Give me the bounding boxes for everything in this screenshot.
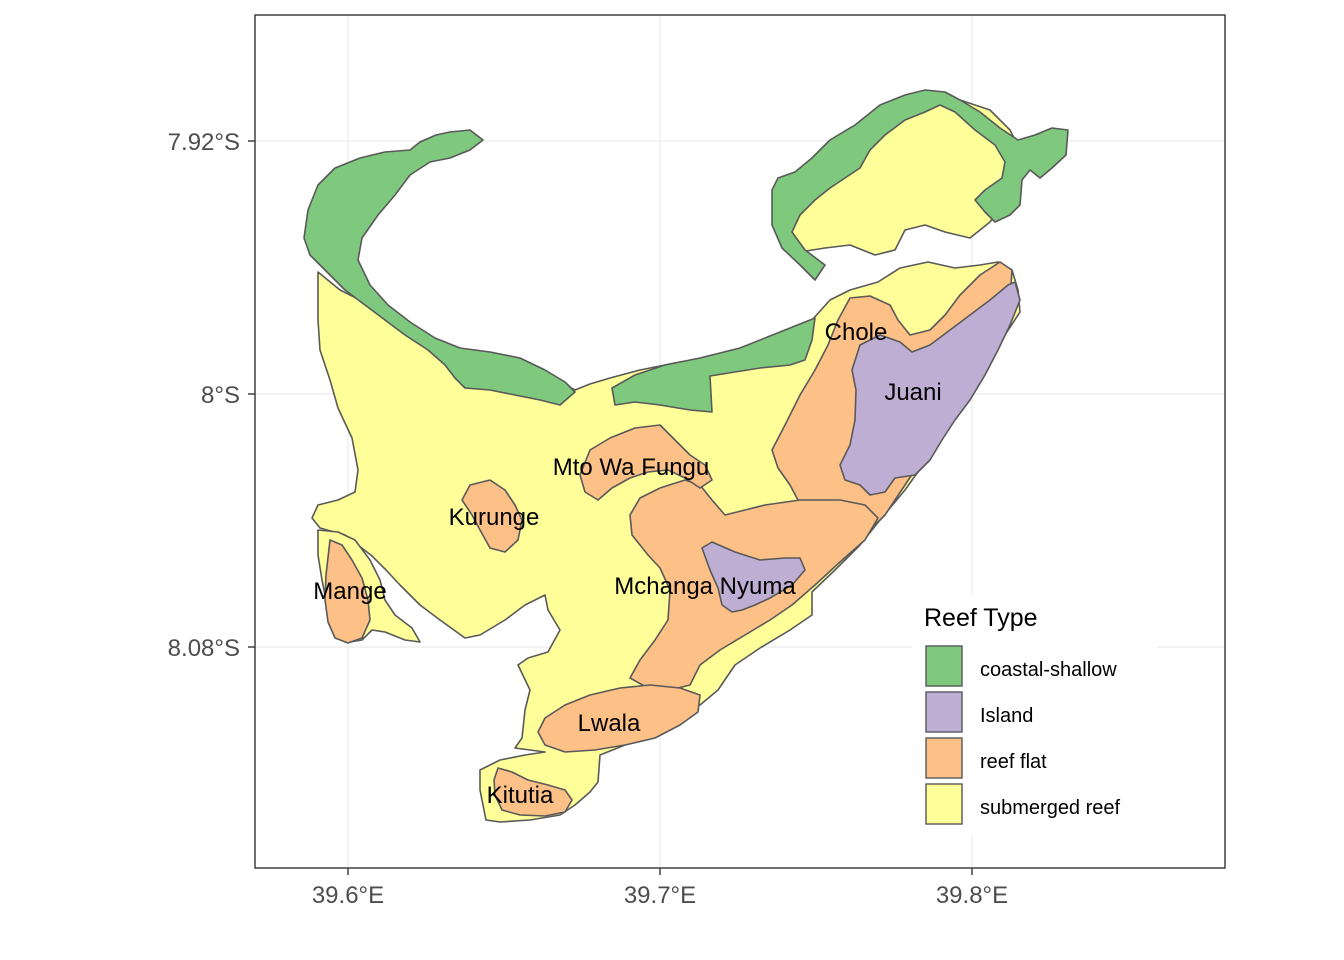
- coastal-shallow-polygons: [303, 89, 1069, 413]
- island-mchanga-nyuma: [701, 541, 806, 613]
- legend-label-island: Island: [980, 705, 1033, 727]
- map-panel-border: [254, 14, 1226, 869]
- legend-swatch-island: [925, 691, 963, 733]
- reef-flat-lwala: [537, 684, 701, 753]
- site-label-lwala: Lwala: [578, 710, 641, 737]
- site-label-kurunge: Kurunge: [449, 504, 540, 531]
- x-axis-labels: 39.6°E 39.7°E 39.8°E: [312, 882, 1008, 909]
- reef-flat-kurunge: [461, 479, 523, 553]
- reef-flat-mange: [324, 539, 371, 644]
- reef-flat-mto-wa-fungu: [579, 424, 713, 501]
- legend-label-coastal-shallow: coastal-shallow: [980, 659, 1117, 681]
- island-polygons: [701, 281, 1021, 613]
- y-axis-labels: 7.92°S 8°S 8.08°S: [168, 129, 240, 662]
- site-label-chole: Chole: [825, 319, 888, 346]
- x-tick-label-2: 39.7°E: [624, 882, 696, 909]
- legend-swatch-coastal-shallow: [925, 645, 963, 687]
- site-label-kitutia: Kitutia: [487, 782, 554, 809]
- legend-title: Reef Type: [924, 604, 1038, 632]
- legend-swatch-reef-flat: [925, 737, 963, 779]
- y-tick-label-2: 8°S: [201, 382, 240, 409]
- y-tick-label-3: 8.08°S: [168, 635, 240, 662]
- legend: Reef Type coastal-shallow Island reef fl…: [912, 595, 1157, 835]
- legend-label-submerged-reef: submerged reef: [980, 797, 1121, 819]
- axis-ticks: [248, 140, 973, 875]
- legend-label-reef-flat: reef flat: [980, 751, 1047, 773]
- site-label-mchanga-nyuma: Mchanga Nyuma: [614, 573, 796, 600]
- coastal-shallow-north-arc: [303, 129, 576, 406]
- site-label-mto-wa-fungu: Mto Wa Fungu: [553, 454, 710, 481]
- site-label-mange: Mange: [313, 578, 386, 605]
- legend-swatch-submerged-reef: [925, 783, 963, 825]
- reef-flat-kitutia: [493, 767, 573, 817]
- coastal-shallow-chole-arc: [771, 89, 1069, 281]
- site-labels: Chole Juani Mto Wa Fungu Kurunge Mange M…: [313, 319, 941, 809]
- island-juani: [839, 281, 1021, 496]
- y-tick-label-1: 7.92°S: [168, 129, 240, 156]
- x-tick-label-3: 39.8°E: [936, 882, 1008, 909]
- x-tick-label-1: 39.6°E: [312, 882, 384, 909]
- coastal-shallow-east-arc: [611, 317, 816, 413]
- site-label-juani: Juani: [884, 379, 941, 406]
